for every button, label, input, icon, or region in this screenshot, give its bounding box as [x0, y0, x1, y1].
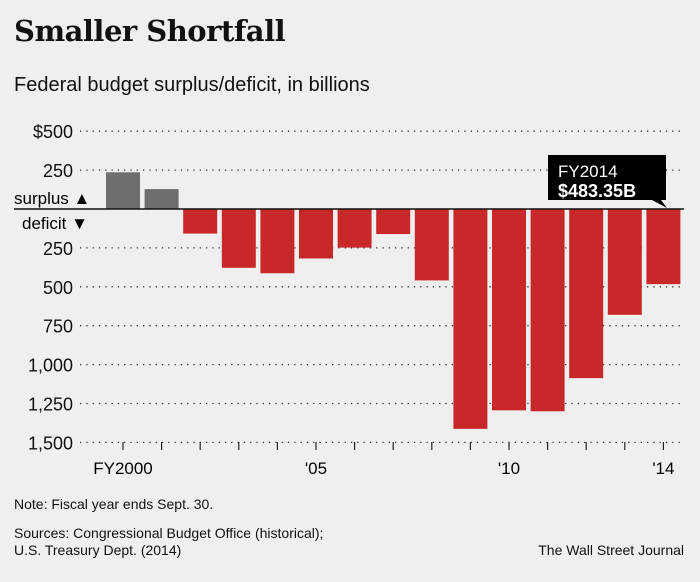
y-tick-label: 1,250: [28, 395, 73, 415]
bar-2013: [607, 209, 642, 315]
y-tick-label: 1,000: [28, 356, 73, 376]
y-tick-label: 750: [43, 317, 73, 337]
bar-2005: [299, 209, 333, 259]
x-tick-label: '10: [498, 459, 520, 478]
bar-2009: [453, 209, 488, 429]
bar-2002: [183, 209, 218, 234]
bar-2007: [376, 209, 411, 235]
y-tick-label: 500: [43, 278, 73, 298]
bar-FY2000: [106, 172, 140, 209]
bar-2001: [144, 189, 179, 209]
deficit-label: deficit ▼: [22, 214, 88, 233]
annotation-value: $483.35B: [558, 181, 636, 201]
surplus-label: surplus ▲: [14, 189, 90, 208]
bar-2011: [530, 209, 565, 412]
y-tick-label: 250: [43, 161, 73, 181]
y-tick-label: 1,500: [28, 433, 73, 453]
y-tick-label: 250: [43, 239, 73, 259]
chart-title: Smaller Shortfall: [14, 14, 286, 48]
x-tick-label: FY2000: [93, 459, 153, 478]
credit: The Wall Street Journal: [538, 542, 684, 558]
annotation-year: FY2014: [558, 162, 618, 181]
x-tick-label: '05: [305, 459, 327, 478]
chart-subtitle: Federal budget surplus/deficit, in billi…: [14, 74, 370, 96]
bar-2003: [221, 209, 256, 268]
bar-2012: [569, 209, 604, 379]
note: Note: Fiscal year ends Sept. 30.: [14, 496, 214, 512]
bar-2004: [260, 209, 295, 274]
bar-2008: [414, 209, 449, 281]
bar-2006: [337, 209, 372, 248]
sources-line-2: U.S. Treasury Dept. (2014): [14, 542, 182, 558]
sources-line-1: Sources: Congressional Budget Office (hi…: [14, 525, 324, 541]
bar-chart: $500 250 250 500 750 1,000 1,250 1,500 surplus ▲…: [14, 122, 684, 478]
bar-2010: [492, 209, 526, 411]
y-tick-label: $500: [33, 122, 73, 142]
bar-2014: [646, 209, 681, 285]
annotation-box: [548, 155, 667, 208]
x-tick-label: '14: [652, 459, 674, 478]
